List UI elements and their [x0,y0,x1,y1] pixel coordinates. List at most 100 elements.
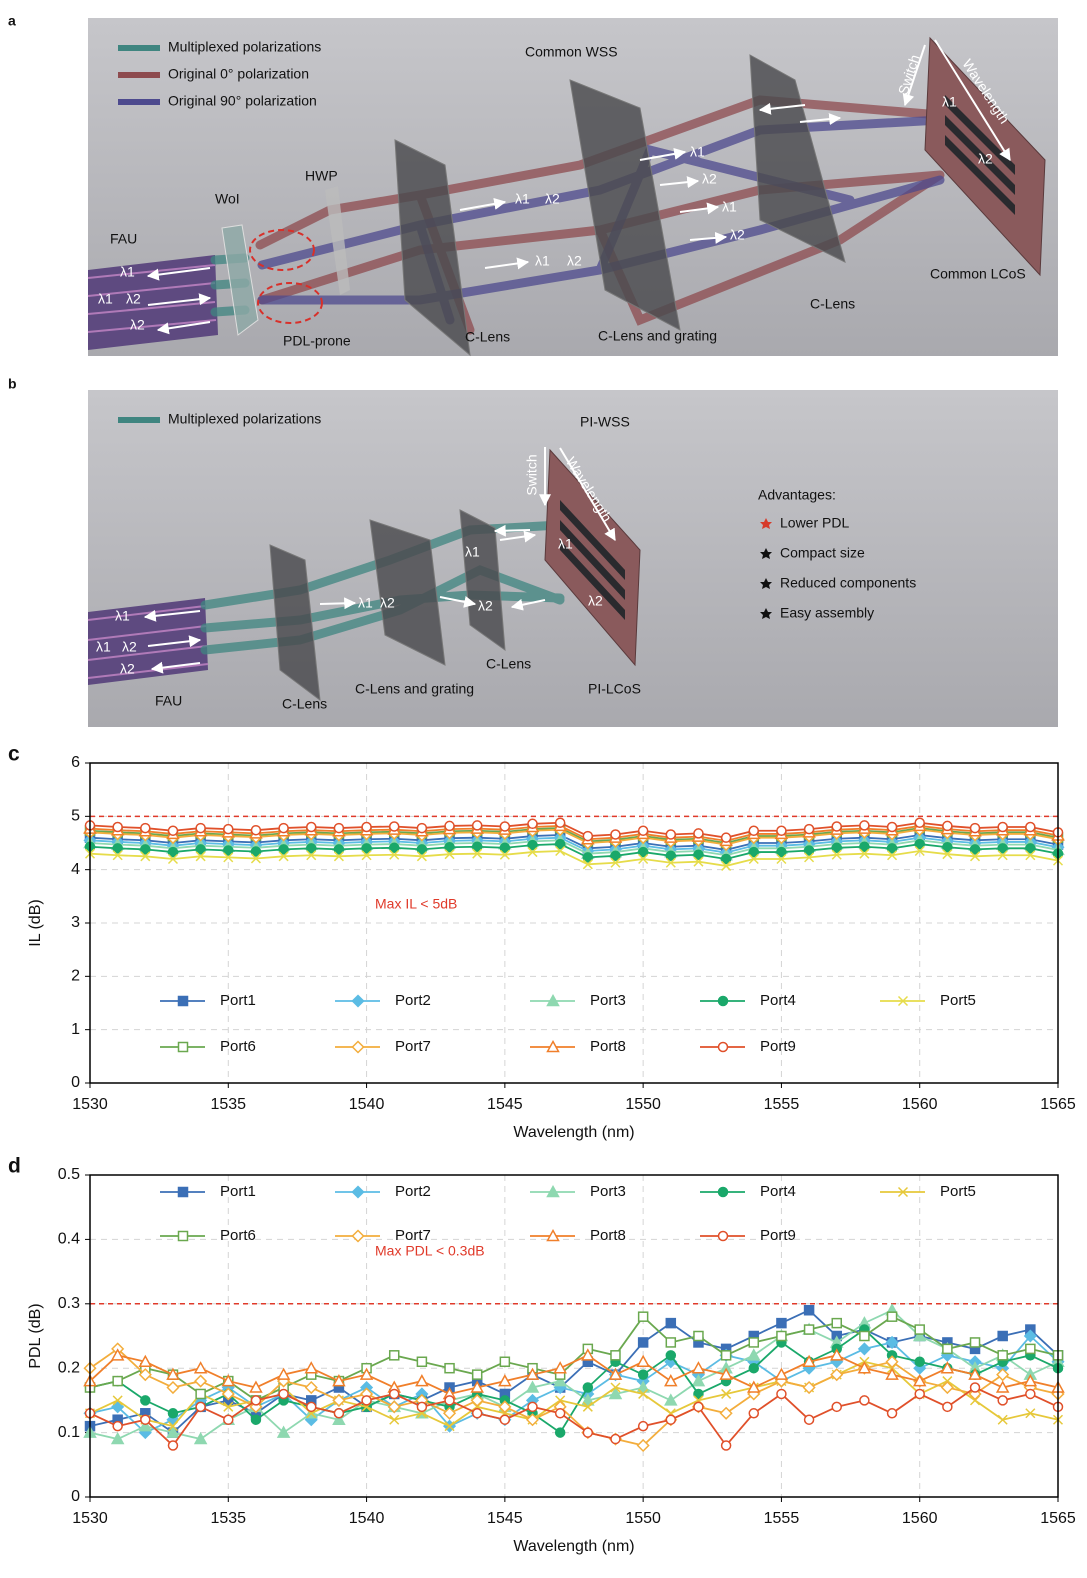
data-point [250,846,262,857]
data-point [498,1374,512,1387]
component-label: C-Lens and grating [355,681,474,697]
component-label: WoI [215,191,240,207]
pdl-circle [257,282,323,324]
data-point [195,822,206,834]
data-point [859,820,870,831]
data-point [195,1401,206,1413]
data-point [997,843,1008,854]
legend-label: Port3 [590,992,626,1009]
data-point [555,845,566,857]
lambda-label: λ2 [567,253,582,269]
data-point [167,1440,179,1451]
lambda-label: λ1 [465,544,480,560]
data-point [361,1395,372,1406]
data-point [193,1431,208,1445]
data-point [969,1382,981,1393]
lambda-label: λ2 [702,171,717,187]
data-point [776,1330,787,1342]
data-point [471,1408,483,1419]
lcos-pixels [560,500,625,620]
panel-label: a [8,13,16,29]
panel-label: b [8,376,17,392]
data-point [968,1367,982,1380]
x-tick-label: 1550 [625,1096,661,1113]
data-point [223,845,234,856]
data-point [527,847,538,858]
data-point [886,1311,898,1322]
y-axis-title: PDL (dB) [27,1303,44,1368]
data-point [167,1408,179,1419]
data-point [691,1374,706,1387]
x-tick-label: 1545 [487,1096,523,1113]
lambda-label: λ1 [96,639,111,655]
advantage: Easy assembly [780,605,874,621]
data-point [802,1380,816,1395]
data-point [498,1400,512,1414]
data-point [166,1380,180,1395]
data-point [278,844,289,855]
data-point [637,1420,649,1432]
data-point [610,857,621,868]
x-tick-label: 1550 [625,1510,661,1527]
data-point [942,842,953,853]
data-point [720,853,732,865]
data-point [361,850,372,861]
data-point [581,1393,595,1406]
lambda-label: λ2 [122,639,137,655]
data-point [194,1374,208,1388]
data-point [608,1386,623,1400]
data-point [665,857,676,868]
data-point [525,1380,540,1393]
data-point [829,1348,844,1361]
data-point [914,1388,925,1400]
data-point [1023,1329,1037,1343]
data-point [997,821,1008,833]
data-point [138,1368,152,1382]
data-point [914,838,925,850]
lambda-label: λ1 [942,94,957,110]
data-point [914,1324,925,1335]
advantage: Reduced components [780,575,916,591]
data-point [831,842,842,854]
legend-marker [717,1186,729,1198]
legend-marker [546,1184,560,1198]
data-point [554,817,566,828]
data-point [776,825,787,836]
x-tick-label: 1565 [1040,1510,1076,1527]
data-point [859,1395,870,1406]
data-point [581,1348,595,1361]
data-point [610,1382,621,1393]
data-point [332,1374,346,1387]
legend-marker [351,1040,365,1054]
data-point [831,1317,842,1329]
data-point [582,859,593,870]
y-tick-label: 6 [71,754,80,771]
data-point [886,821,898,833]
data-point [748,1362,760,1374]
x-tick-label: 1540 [349,1096,385,1113]
data-point [388,1350,400,1361]
data-point [250,1414,262,1425]
data-point [776,853,787,865]
star [760,578,772,589]
data-point [1025,1343,1036,1355]
lambda-label: λ2 [380,595,395,611]
data-point [637,1311,649,1322]
data-point [1025,843,1036,854]
data-point [388,1388,400,1400]
data-point [582,1427,594,1438]
diagram-a: a Multiplexed polarizations Original 0° … [8,13,1058,357]
data-point [249,1380,263,1393]
data-point [665,1317,677,1329]
y-tick-label: 0.5 [58,1166,80,1183]
data-point [389,1414,400,1425]
legend-marker [717,995,729,1007]
y-tick-label: 0.4 [58,1231,80,1248]
data-point [1025,1388,1036,1400]
data-point [278,1388,289,1400]
data-point [112,843,123,854]
data-point [221,1374,236,1387]
legend-marker [717,1041,729,1053]
c-lens [394,139,471,357]
data-point [554,1408,566,1419]
